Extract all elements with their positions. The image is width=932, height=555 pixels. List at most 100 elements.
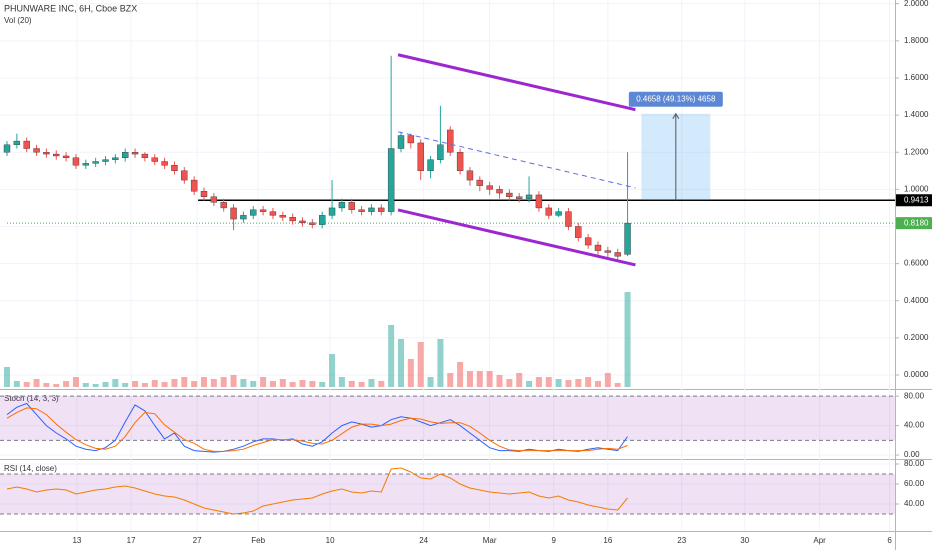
volume-bar [112,379,119,387]
volume-bar [43,383,50,387]
candle-body [417,142,424,171]
volume-bar [516,373,523,387]
candle-body [427,159,434,171]
volume-bar [319,382,326,387]
y-tick-label: 1.4000 [904,110,929,119]
volume-bar [595,381,601,387]
y-tick-label: 2.0000 [904,0,929,8]
candle-body [496,189,503,194]
candle-body [565,211,572,227]
candle-body [289,217,296,222]
candle-body [53,153,60,157]
candle-body [594,244,602,251]
y-tick-label: 60.00 [904,479,925,488]
candle-body [43,152,50,155]
x-tick-label: 27 [193,536,202,545]
volume-bar [132,381,139,387]
volume-bar [555,379,562,387]
candle-body [171,165,178,171]
volume-bar [181,377,188,387]
y-tick-label: 40.00 [904,421,925,430]
volume-bar [309,381,316,387]
candle-body [82,163,90,166]
candle-body [328,207,336,216]
volume-bar [496,375,503,387]
volume-bar [417,342,424,387]
candle-body [161,161,168,166]
volume-bar [53,384,60,387]
rsi-line [6,467,628,515]
volume-bar [210,379,217,387]
candle-body [486,185,493,190]
candle-body [476,179,483,186]
volume-bar [466,371,473,387]
volume-bar [338,377,345,387]
rsi-label: RSI (14, close) [4,464,57,473]
volume-bar [614,383,621,387]
y-tick-label: 80.00 [904,459,925,468]
x-tick-label: 13 [72,536,81,545]
candle-body [437,144,444,160]
stoch-line [6,407,628,452]
x-tick-label: 24 [419,536,428,545]
candle-body [112,157,119,160]
volume-bar [476,371,483,387]
y-tick-label: 1.2000 [904,147,929,156]
candle-body [584,237,592,246]
volume-bar [102,382,109,387]
volume-bar [279,379,286,387]
measure-label: 0.4658 (49.13%) 4658 [636,94,716,103]
volume-bar [289,382,296,387]
volume-label: Vol (20) [4,16,32,25]
trendline [397,208,636,267]
candle-body [131,152,139,155]
y-tick-label: 80.00 [904,391,925,400]
candle-body [575,226,582,238]
volume-bar [141,383,148,387]
stoch-band [0,396,895,441]
y-tick-label: 1.8000 [904,36,929,45]
candle-body [279,215,286,218]
candle-body [190,179,198,192]
volume-bar [447,373,454,387]
x-tick-label: 9 [551,536,556,545]
candle-body [525,194,533,199]
volume-bar [398,339,404,387]
x-tick-label: 10 [326,536,335,545]
volume-bar [33,379,40,387]
volume-bar [486,371,493,387]
candle-body [319,215,326,225]
candle-body [535,194,543,209]
volume-bar [407,359,414,387]
candle-body [3,144,11,153]
volume-bar [13,381,20,387]
candle-body [378,207,385,212]
volume-bar [92,384,99,387]
volume-bar [545,377,552,387]
volume-bar [63,381,70,387]
volume-bar [191,381,198,387]
candle-body [545,207,552,216]
trendline [397,53,636,112]
volume-bar [269,381,276,387]
volume-bar [358,382,365,387]
volume-bar [171,379,178,387]
volume-bar [240,379,247,387]
candle-body [62,155,70,158]
volume-bar [535,377,542,387]
candle-body [516,196,523,199]
candle-body [447,129,454,153]
volume-bar [250,381,257,387]
measure-label-box [628,91,723,107]
candle-body [309,222,316,225]
candle-body [397,135,405,149]
candle-body [555,211,562,216]
volume-bar [427,377,434,387]
x-tick-label: 30 [740,536,749,545]
volume-bar [23,382,30,387]
volume-bar [526,381,533,387]
volume-bar [368,379,375,387]
candle-body [72,157,80,166]
